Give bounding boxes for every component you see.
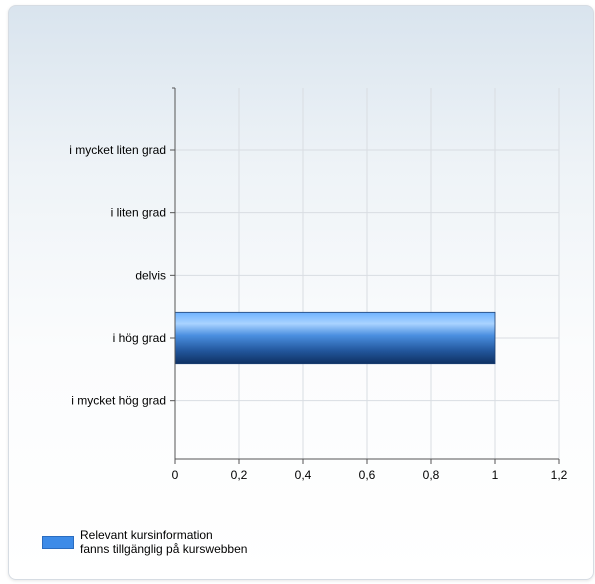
chart-panel bbox=[8, 5, 594, 580]
x-tick-label: 0 bbox=[172, 468, 179, 482]
bar bbox=[174, 311, 496, 365]
x-tick-label: 0,6 bbox=[359, 468, 376, 482]
x-tick-label: 0,2 bbox=[231, 468, 248, 482]
x-tick-label: 0,4 bbox=[295, 468, 312, 482]
x-tick-label: 1 bbox=[492, 468, 499, 482]
x-tick-label: 1,2 bbox=[551, 468, 568, 482]
legend-label: Relevant kursinformation fanns tillgängl… bbox=[80, 528, 247, 556]
category-label: i liten grad bbox=[111, 206, 166, 220]
legend-line-1: Relevant kursinformation bbox=[80, 528, 213, 542]
legend-swatch bbox=[42, 536, 74, 549]
x-tick-label: 0,8 bbox=[423, 468, 440, 482]
category-label: i mycket hög grad bbox=[71, 394, 166, 408]
category-label: delvis bbox=[135, 268, 166, 282]
category-label: i hög grad bbox=[113, 331, 166, 345]
category-label: i mycket liten grad bbox=[69, 143, 166, 157]
legend-line-2: fanns tillgänglig på kurswebben bbox=[80, 542, 248, 556]
legend: Relevant kursinformation fanns tillgängl… bbox=[42, 528, 247, 556]
